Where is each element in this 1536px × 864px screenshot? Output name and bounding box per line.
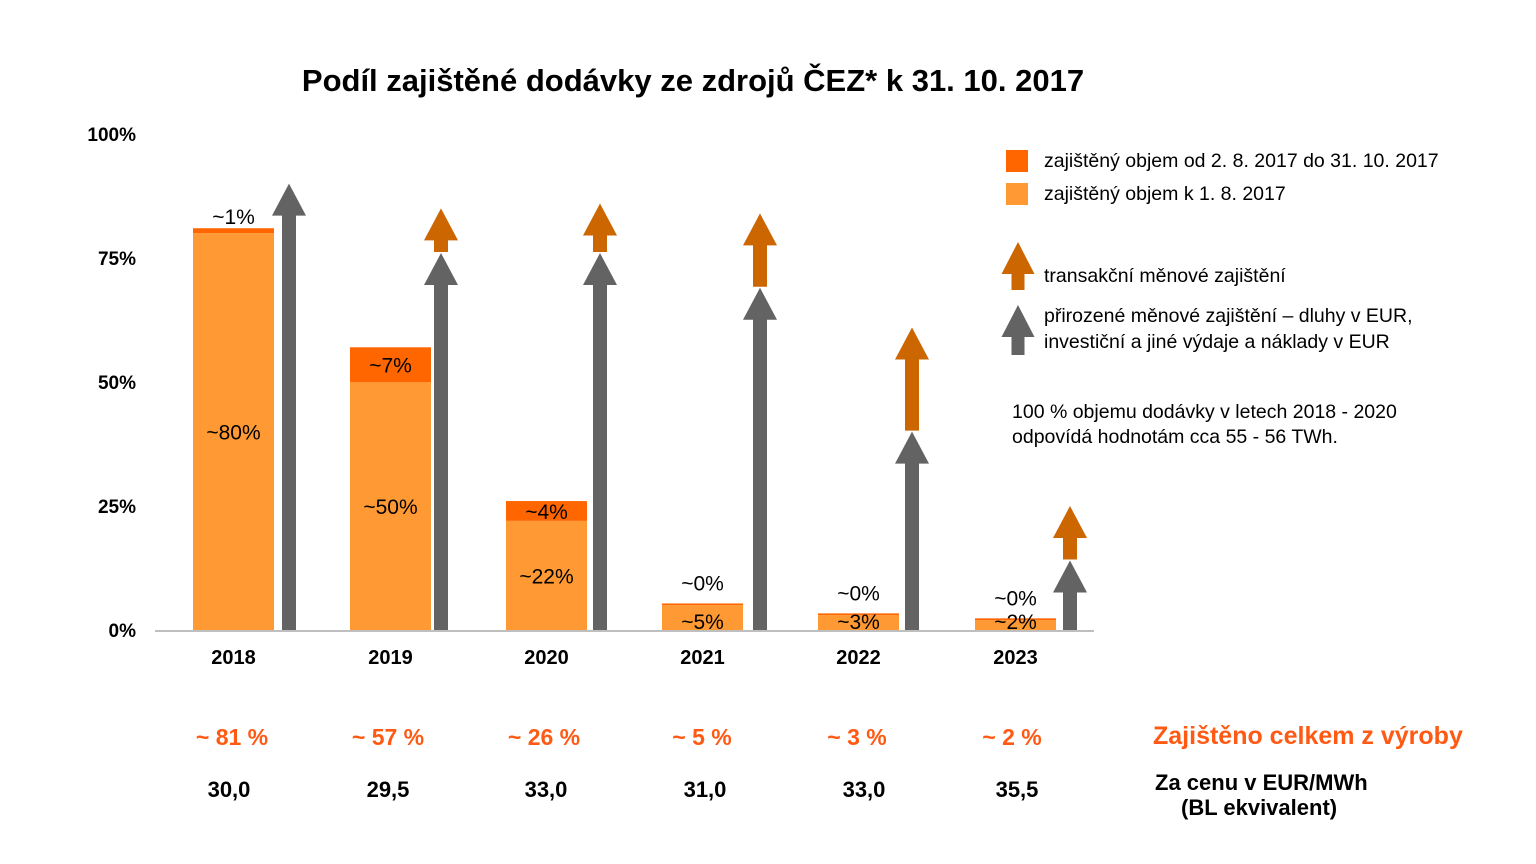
legend-item-natural-hedge: přirozené měnové zajištění – dluhy v EUR… xyxy=(1044,303,1413,355)
note-line2: odpovídá hodnotám cca 55 - 56 TWh. xyxy=(1012,426,1338,448)
total-value: ~ 57 % xyxy=(351,724,425,750)
price-label-line1: Za cenu v EUR/MWh xyxy=(1155,770,1368,795)
transaction-hedge-arrow-2021 xyxy=(743,213,777,287)
total-value: ~ 2 % xyxy=(982,724,1042,750)
legend-label-line1: přirozené měnové zajištění – dluhy v EUR… xyxy=(1044,305,1413,327)
bar-top-2020 xyxy=(506,501,587,521)
bar-label-base: ~2% xyxy=(994,611,1037,634)
natural-arrow-icon xyxy=(1001,305,1035,355)
transaction-hedge-arrow-2023 xyxy=(1053,506,1087,560)
price-label-line2: (BL ekvivalent) xyxy=(1181,795,1338,820)
bar-base-2020 xyxy=(506,520,587,630)
bar-top-2018 xyxy=(193,228,274,234)
x-tick-label: 2018 xyxy=(211,647,256,669)
totals-label: Zajištěno celkem z výroby xyxy=(1153,722,1463,750)
note-line1: 100 % objemu dodávky v letech 2018 - 202… xyxy=(1012,401,1397,423)
total-value: ~ 26 % xyxy=(507,724,581,750)
bar-label-top: ~4% xyxy=(525,501,568,524)
volume-note: 100 % objemu dodávky v letech 2018 - 202… xyxy=(1012,400,1397,450)
bar-base-2018 xyxy=(193,233,274,630)
bar-top-2021 xyxy=(662,603,743,606)
y-tick-label: 50% xyxy=(98,373,136,394)
price-value: 35,5 xyxy=(995,777,1039,802)
x-tick-label: 2022 xyxy=(836,647,881,669)
transaction-hedge-arrow-2020 xyxy=(583,203,617,253)
bar-label-top: ~0% xyxy=(681,572,724,595)
bar-label-base: ~80% xyxy=(206,422,260,445)
natural-hedge-arrow-2022 xyxy=(895,431,929,630)
legend-swatch-light-orange xyxy=(1006,183,1028,205)
total-value: ~ 3 % xyxy=(827,724,887,750)
bar-label-top: ~7% xyxy=(369,355,412,378)
natural-hedge-arrow-2020 xyxy=(583,253,617,631)
bar-label-base: ~5% xyxy=(681,611,724,634)
y-tick-label: 25% xyxy=(98,497,136,518)
bar-label-base: ~3% xyxy=(837,611,880,634)
bar-base-2021 xyxy=(662,605,743,630)
legend-item-old-volume: zajištěný objem k 1. 8. 2017 xyxy=(1006,181,1286,207)
price-label: Za cenu v EUR/MWh (BL ekvivalent) xyxy=(1155,770,1368,820)
price-value: 30,0 xyxy=(207,777,251,802)
y-tick-label: 100% xyxy=(87,125,136,146)
natural-hedge-arrow-2018 xyxy=(272,183,306,630)
price-value: 33,0 xyxy=(524,777,568,802)
price-value: 31,0 xyxy=(683,777,727,802)
natural-hedge-arrow-2021 xyxy=(743,287,777,630)
transaction-hedge-arrow-2019 xyxy=(424,208,458,253)
bar-label-top: ~0% xyxy=(994,587,1037,610)
natural-hedge-arrow-2019 xyxy=(424,253,458,631)
total-value: ~ 5 % xyxy=(672,724,732,750)
legend-swatch-dark-orange xyxy=(1006,150,1028,172)
y-tick-label: 0% xyxy=(109,621,137,642)
price-value: 33,0 xyxy=(842,777,886,802)
bar-top-2019 xyxy=(350,347,431,382)
x-tick-label: 2023 xyxy=(993,647,1038,669)
bar-label-base: ~22% xyxy=(519,565,573,588)
bar-base-2019 xyxy=(350,382,431,630)
transaction-hedge-arrow-2022 xyxy=(895,327,929,431)
chart-title: Podíl zajištěné dodávky ze zdrojů ČEZ* k… xyxy=(301,63,1085,98)
y-tick-label: 75% xyxy=(98,249,136,270)
x-tick-label: 2020 xyxy=(524,647,569,669)
bar-base-2023 xyxy=(975,620,1056,630)
legend-item-new-volume: zajištěný objem od 2. 8. 2017 do 31. 10.… xyxy=(1006,148,1439,174)
bar-base-2022 xyxy=(818,615,899,630)
price-value: 29,5 xyxy=(366,777,410,802)
total-value: ~ 81 % xyxy=(195,724,269,750)
bar-label-top: ~0% xyxy=(837,582,880,605)
bar-top-2022 xyxy=(818,613,899,616)
transaction-arrow-icon xyxy=(1001,242,1035,290)
bar-top-2023 xyxy=(975,618,1056,621)
bar-label-base: ~50% xyxy=(363,496,417,519)
bar-label-top: ~1% xyxy=(212,206,255,229)
legend-label: zajištěný objem k 1. 8. 2017 xyxy=(1044,183,1286,205)
x-tick-label: 2021 xyxy=(680,647,725,669)
legend-item-transaction-hedge: transakční měnové zajištění xyxy=(1044,263,1286,289)
legend-label: transakční měnové zajištění xyxy=(1044,265,1286,287)
x-tick-label: 2019 xyxy=(368,647,413,669)
legend-label: zajištěný objem od 2. 8. 2017 do 31. 10.… xyxy=(1044,150,1439,172)
legend-label-line2: investiční a jiné výdaje a náklady v EUR xyxy=(1044,331,1390,353)
natural-hedge-arrow-2023 xyxy=(1053,560,1087,630)
